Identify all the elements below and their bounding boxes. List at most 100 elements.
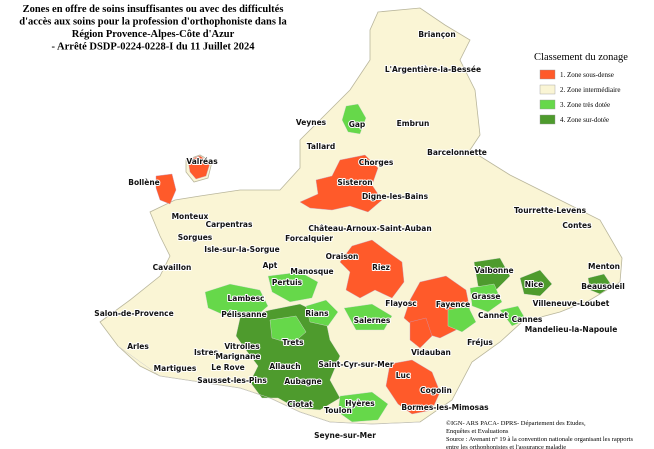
town-label: Valréas (186, 157, 218, 166)
town-label: Istres (194, 348, 219, 357)
legend-swatch (539, 84, 556, 95)
town-label: Barcelonnette (427, 148, 487, 157)
zone-nice (519, 269, 553, 297)
town-label: Allauch (269, 362, 300, 371)
region-map (99, 7, 623, 425)
town-label: Arles (127, 342, 149, 351)
coast-line (117, 345, 421, 425)
town-label: Tallard (307, 142, 335, 151)
town-label: Digne-les-Bains (362, 192, 429, 201)
town-label: Fayence (436, 300, 470, 309)
map-title: Région Provence-Alpes-Côte d'Azur (72, 29, 235, 40)
town-label: Aubagne (284, 377, 321, 386)
town-label: Salernes (354, 316, 391, 325)
town-label: Riez (372, 263, 390, 272)
town-label: Cannes (512, 315, 543, 324)
town-label: Pélissanne (221, 310, 266, 319)
zone-gap (341, 103, 367, 135)
town-label: Manosque (290, 267, 333, 276)
zone-aix (269, 315, 307, 345)
town-label: Flayosc (385, 299, 416, 308)
town-label: Sausset-les-Pins (197, 376, 267, 385)
town-label: Salon-de-Provence (94, 309, 173, 318)
zone-beausoleil (587, 273, 613, 295)
zone-sisteron (299, 154, 383, 213)
town-label: Isle-sur-la-Sorgue (204, 245, 279, 254)
town-label: Sorgues (178, 233, 213, 242)
town-label: Saint-Cyr-sur-Mer (318, 360, 393, 369)
map-title: Zones en offre de soins insuffisantes ou… (23, 4, 284, 15)
source-note: entre les orthophonistes et l'assurance … (446, 444, 566, 449)
town-label: Cogolin (420, 386, 452, 395)
legend-label: 4. Zone sur-dotée (560, 116, 609, 124)
town-label: Tourrette-Levens (514, 206, 587, 215)
zone-bollene (155, 173, 177, 205)
zone-luc (385, 359, 441, 415)
legend-swatch (539, 69, 556, 80)
town-label: Embrun (397, 119, 430, 128)
town-label: Toulon (324, 406, 352, 415)
town-label: Seyne-sur-Mer (314, 431, 376, 440)
town-label: Sisteron (337, 178, 372, 187)
town-label: Martigues (154, 364, 197, 373)
town-label: Valbonne (474, 266, 513, 275)
town-label: Mandelieu-la-Napoule (525, 325, 618, 334)
zone-riez (339, 239, 405, 299)
town-label: Vitrolles (224, 342, 260, 351)
town-label: Cavaillon (153, 263, 192, 272)
town-label: Cannet (478, 311, 508, 320)
zone-valbonne (473, 257, 511, 291)
town-label: Bollène (128, 178, 160, 187)
legend-title: Classement du zonage (534, 52, 628, 63)
zone-vidauban (409, 317, 433, 349)
town-label: Contes (562, 221, 592, 230)
zone-cannes (499, 305, 527, 327)
legend-label: 2. Zone intermédiaire (560, 86, 620, 94)
town-label: Grasse (472, 292, 501, 301)
town-label: L'Argentière-la-Bessée (385, 65, 481, 74)
town-label: Briançon (418, 30, 455, 39)
legend-label: 3. Zone très dotée (560, 101, 610, 109)
zone-salernes (343, 303, 393, 331)
map-title: d'accès aux soins pour la profession d'o… (19, 17, 287, 28)
town-label: Chorges (359, 158, 394, 167)
town-label: Oraison (326, 252, 359, 261)
zone-grasse (469, 283, 503, 313)
town-label: Le Rove (211, 363, 244, 372)
town-label: Pertuis (272, 278, 303, 287)
zone-rians (305, 299, 339, 327)
town-label: Rians (305, 309, 329, 318)
zone-pertuis (267, 271, 319, 303)
zone-valreas (187, 155, 211, 180)
town-label: Menton (588, 262, 620, 271)
town-label: Vidauban (411, 348, 451, 357)
town-label: Château-Arnoux-Saint-Auban (308, 224, 431, 233)
town-label: Beausoleil (581, 282, 625, 291)
town-label: Carpentras (206, 220, 253, 229)
town-label: Monteux (172, 212, 209, 221)
town-label: Veynes (296, 118, 327, 127)
source-note: Enquêtes et Evaluations (446, 428, 509, 435)
town-label: Nice (525, 280, 543, 289)
source-note: Source : Avenant n° 19 à la convention n… (446, 436, 633, 443)
town-label: Villeneuve-Loubet (533, 299, 610, 308)
legend-label: 1. Zone sous-dense (560, 71, 614, 79)
town-label: Apt (263, 261, 278, 270)
map-title: - Arrêté DSDP-0224-0228-I du 11 Juillet … (52, 42, 256, 53)
zone-fayence-green (447, 305, 477, 333)
town-label: Gap (349, 120, 366, 129)
town-label: Bormes-les-Mimosas (401, 403, 489, 412)
town-label: Fréjus (467, 338, 493, 347)
town-label: Hyères (345, 399, 375, 408)
town-label: Trets (282, 338, 304, 347)
town-label: Forcalquier (285, 234, 333, 243)
town-label: Ciotat (287, 400, 313, 409)
zone-toulon (337, 391, 389, 423)
legend-swatch (539, 99, 556, 110)
town-label: Lambesc (227, 294, 264, 303)
town-label: Luc (396, 371, 411, 380)
source-note: ©IGN- ARS PACA- DPRS- Département des Et… (446, 420, 586, 427)
town-label: Marignane (216, 352, 261, 361)
legend-swatch (539, 114, 556, 125)
